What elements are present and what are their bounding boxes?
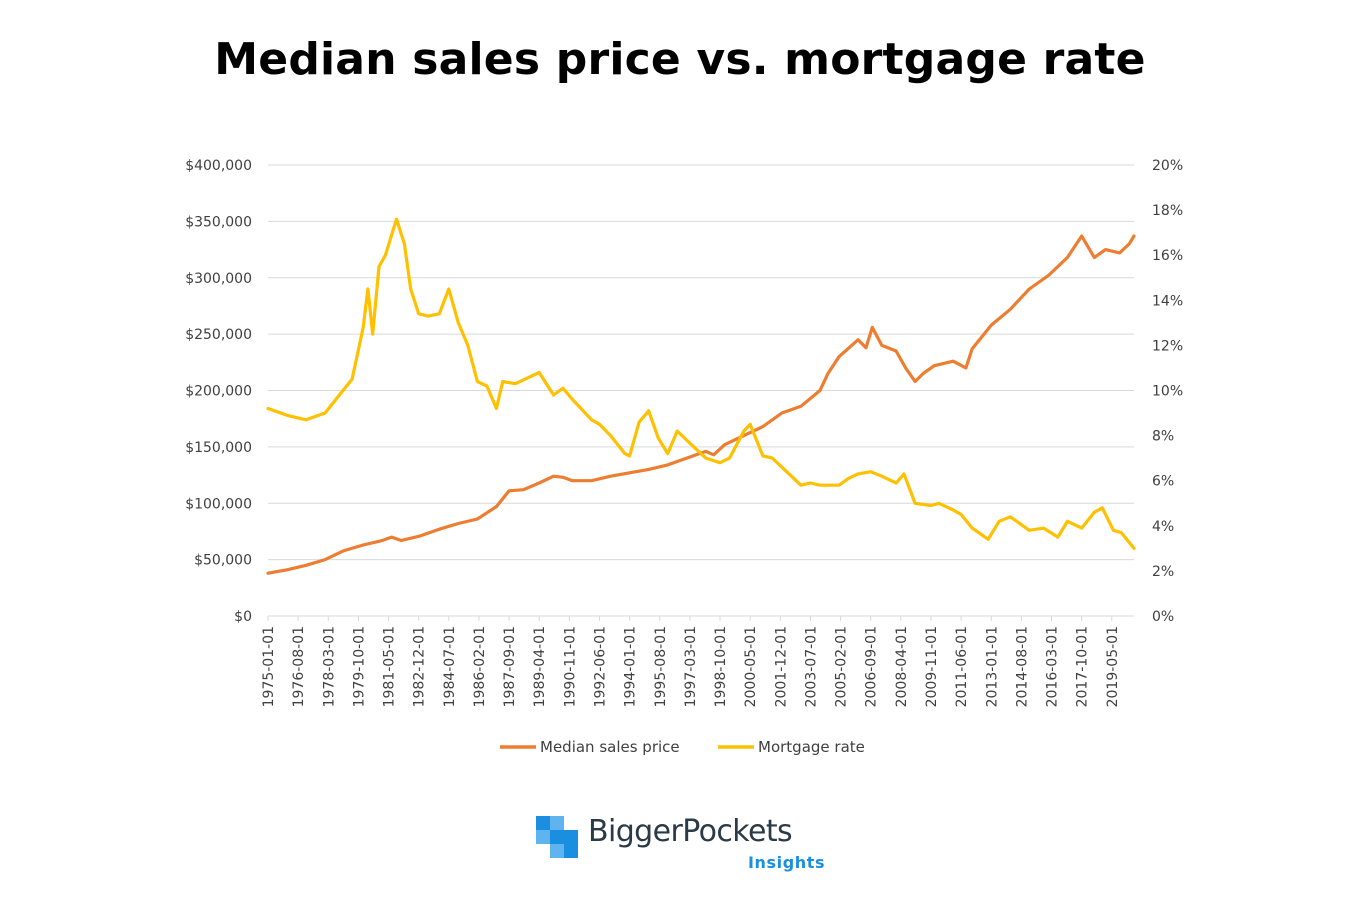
x-tick-label: 1992-06-01 [592,626,608,707]
left-tick-label: $50,000 [194,553,252,569]
logo-mark-icon [536,816,578,858]
series-line-mortgage-rate [266,217,1136,550]
right-tick-label: 10% [1152,384,1183,400]
left-axis-ticks: $0 $50,000 $100,000 $150,000 $200,000 $250,00… [185,158,252,625]
x-tick-label: 1995-08-01 [653,626,669,707]
x-axis-ticks: 1975-01-01 1976-08-01 1978-03-01 1979-10-01… [261,616,1121,707]
x-tick-label: 1981-05-01 [382,626,398,707]
x-tick-label: 2011-06-01 [954,626,970,707]
x-tick-label: 2006-09-01 [864,626,880,707]
x-tick-label: 2019-05-01 [1105,626,1121,707]
x-tick-label: 2009-11-01 [924,626,940,707]
x-tick-label: 1984-07-01 [442,626,458,707]
gridlines [268,164,1134,617]
left-tick-label: $150,000 [185,440,252,456]
left-tick-label: $350,000 [185,214,252,230]
x-tick-label: 2001-12-01 [773,626,789,707]
legend: Median sales price Mortgage rate [500,738,865,756]
x-tick-label: 1997-03-01 [683,626,699,707]
biggerpockets-logo: BiggerPockets Insights [536,814,836,876]
right-axis-ticks: 0% 2% 4% 6% 8% 10% 12% 14% 16% 18% 20% [1152,158,1183,625]
right-tick-label: 14% [1152,293,1183,309]
line-chart: $0 $50,000 $100,000 $150,000 $200,000 $250,00… [185,158,1183,756]
series-lines [266,217,1136,575]
x-tick-label: 1976-08-01 [291,626,307,707]
left-tick-label: $300,000 [185,271,252,287]
x-tick-label: 2017-10-01 [1075,626,1091,707]
x-tick-label: 1979-10-01 [351,626,367,707]
x-tick-label: 1975-01-01 [261,626,277,707]
x-tick-label: 1982-12-01 [412,626,428,707]
legend-item-mortgage-rate-label: Mortgage rate [758,738,865,756]
x-tick-label: 2000-05-01 [743,626,759,707]
x-tick-label: 2013-01-01 [984,626,1000,707]
logo-subtitle: Insights [748,853,826,872]
left-tick-label: $400,000 [185,158,252,174]
x-tick-label: 2016-03-01 [1045,626,1061,707]
right-tick-label: 2% [1152,564,1174,580]
x-tick-label: 1998-10-01 [713,626,729,707]
right-tick-label: 0% [1152,609,1174,625]
x-tick-label: 1990-11-01 [562,626,578,707]
right-tick-label: 16% [1152,248,1183,264]
x-tick-label: 1994-01-01 [623,626,639,707]
right-tick-label: 18% [1152,203,1183,219]
left-tick-label: $0 [234,609,252,625]
x-tick-label: 2005-02-01 [834,626,850,707]
left-tick-label: $250,000 [185,327,252,343]
left-tick-label: $200,000 [185,384,252,400]
x-tick-label: 1978-03-01 [321,626,337,707]
right-tick-label: 6% [1152,474,1174,490]
left-tick-label: $100,000 [185,496,252,512]
chart-title: Median sales price vs. mortgage rate [214,34,1146,85]
x-tick-label: 1989-04-01 [532,626,548,707]
right-tick-label: 12% [1152,338,1183,354]
series-line-median-sales-price [266,234,1136,575]
logo-name: BiggerPockets [588,814,793,849]
x-tick-label: 1987-09-01 [502,626,518,707]
right-tick-label: 20% [1152,158,1183,174]
legend-item-median-sales-price-label: Median sales price [540,738,680,756]
x-tick-label: 2014-08-01 [1014,626,1030,707]
right-tick-label: 8% [1152,429,1174,445]
x-tick-label: 2008-04-01 [894,626,910,707]
x-tick-label: 1986-02-01 [472,626,488,707]
x-tick-label: 2003-07-01 [803,626,819,707]
right-tick-label: 4% [1152,519,1174,535]
